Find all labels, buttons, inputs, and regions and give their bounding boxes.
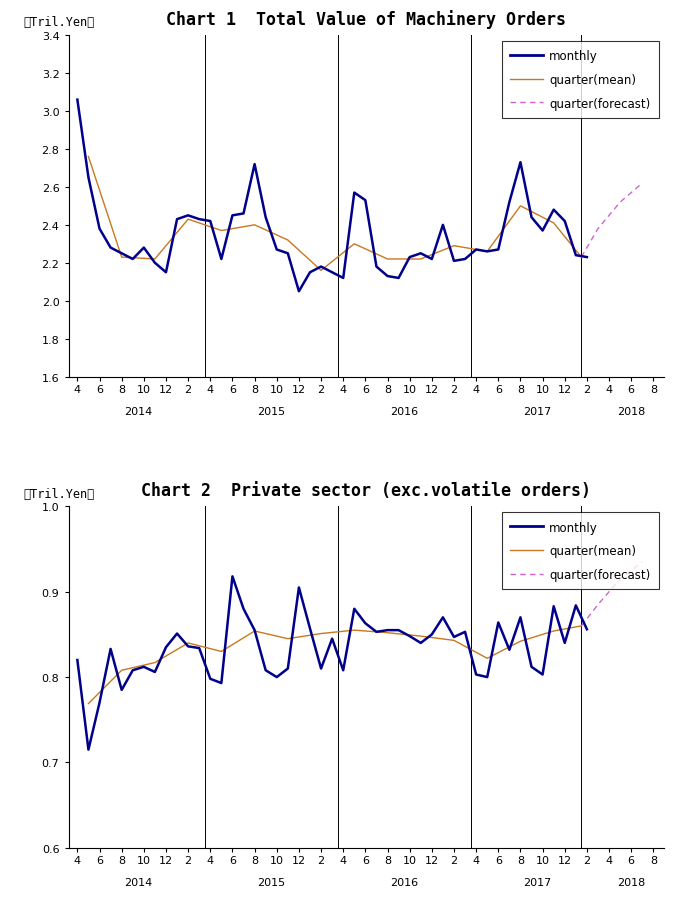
Text: （Tril.Yen）: （Tril.Yen） — [24, 487, 95, 500]
Title: Chart 1  Total Value of Machinery Orders: Chart 1 Total Value of Machinery Orders — [166, 10, 566, 29]
Text: 2014: 2014 — [124, 406, 152, 416]
Text: 2016: 2016 — [390, 877, 419, 887]
Text: 2018: 2018 — [617, 877, 645, 887]
Text: 2015: 2015 — [257, 406, 285, 416]
Title: Chart 2  Private sector (exc.volatile orders): Chart 2 Private sector (exc.volatile ord… — [142, 482, 591, 500]
Text: 2017: 2017 — [523, 406, 551, 416]
Text: 2015: 2015 — [257, 877, 285, 887]
Text: 2017: 2017 — [523, 877, 551, 887]
Text: （Tril.Yen）: （Tril.Yen） — [24, 16, 95, 29]
Text: 2014: 2014 — [124, 877, 152, 887]
Legend: monthly, quarter(mean), quarter(forecast): monthly, quarter(mean), quarter(forecast… — [502, 42, 658, 119]
Text: 2018: 2018 — [617, 406, 645, 416]
Text: 2016: 2016 — [390, 406, 419, 416]
Legend: monthly, quarter(mean), quarter(forecast): monthly, quarter(mean), quarter(forecast… — [502, 512, 658, 589]
